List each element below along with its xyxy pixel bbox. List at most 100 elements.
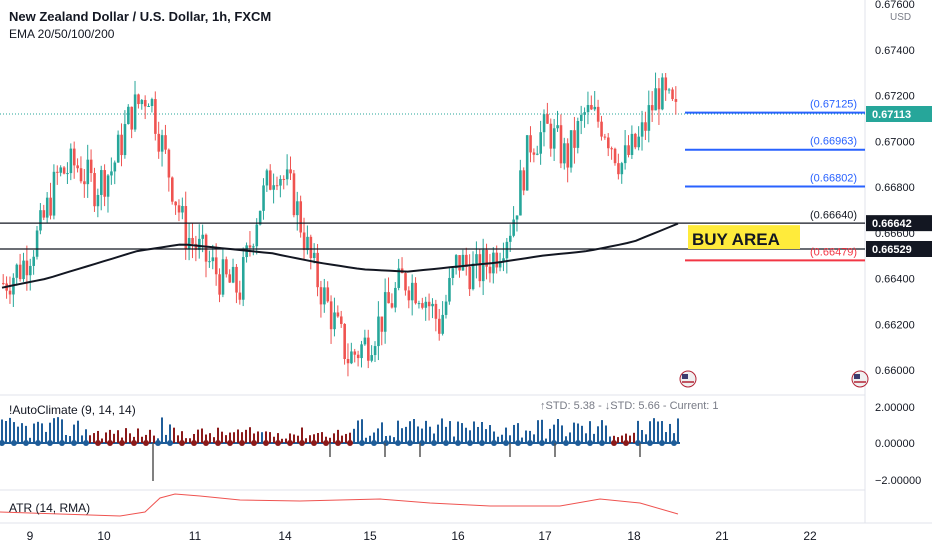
price-tick-label: 0.66800	[875, 182, 915, 194]
candle-body	[306, 236, 309, 251]
candle-body	[546, 114, 549, 124]
candle-body	[143, 100, 147, 107]
autoclimate-dot	[179, 440, 185, 446]
autoclimate-dot	[407, 440, 413, 446]
price-tick-label: 0.66000	[875, 365, 915, 377]
flag-icons	[679, 370, 869, 388]
autoclimate-dot	[395, 440, 401, 446]
autoclimate-dot	[335, 440, 341, 446]
candle-body	[22, 260, 25, 280]
candle-body	[431, 303, 434, 307]
candle-body	[52, 171, 56, 216]
autoclimate-dot	[431, 440, 437, 446]
candle-body	[593, 106, 597, 110]
candle-body	[657, 88, 661, 110]
candle-body	[424, 301, 428, 308]
candle-body	[353, 351, 357, 355]
candle-body	[130, 106, 134, 130]
candle-body	[262, 185, 265, 211]
autoclimate-dot	[191, 440, 197, 446]
candle-body	[56, 171, 59, 173]
candle-body	[238, 292, 242, 300]
candle-body	[363, 337, 367, 345]
candle-body	[289, 169, 292, 174]
candle-body	[607, 137, 610, 149]
autoclimate-dot	[539, 440, 545, 446]
candle-body	[86, 159, 90, 185]
candle-body	[140, 100, 144, 105]
candle-body	[603, 136, 607, 138]
candle-body	[532, 152, 536, 155]
us-flag-icon-canton	[682, 374, 688, 379]
autoclimate-dot	[503, 440, 509, 446]
candle-body	[505, 241, 509, 259]
candle-body	[76, 165, 79, 169]
autoclimate-dot	[275, 440, 281, 446]
candle-body	[296, 201, 299, 216]
atr-line	[0, 493, 679, 517]
candle-body	[444, 301, 448, 315]
candle-body	[39, 210, 42, 231]
candle-body	[613, 148, 617, 164]
candle-body	[586, 105, 590, 113]
price-tick-label: 0.67000	[875, 136, 915, 148]
candle-body	[634, 133, 637, 148]
candle-body	[515, 215, 519, 220]
autoclimate-dot	[251, 440, 257, 446]
autoclimate-dot	[143, 440, 149, 446]
candle-body	[383, 292, 387, 332]
candle-body	[194, 243, 198, 250]
price-tick-label: 0.67200	[875, 91, 915, 103]
candle-body	[147, 106, 150, 108]
candle-body	[211, 257, 215, 262]
candle-body	[231, 266, 235, 283]
candle-body	[569, 130, 573, 168]
candle-body	[671, 89, 674, 100]
candle-body	[644, 122, 647, 131]
autoclimate-dot	[23, 440, 29, 446]
candle-body	[539, 132, 542, 154]
chart-title: New Zealand Dollar / U.S. Dollar, 1h, FX…	[9, 9, 272, 24]
candle-body	[579, 114, 583, 122]
candle-body	[25, 260, 29, 276]
candle-body	[191, 237, 194, 244]
candle-body	[448, 277, 451, 302]
candle-body	[302, 232, 306, 251]
candle-body	[235, 266, 238, 293]
candle-body	[174, 201, 177, 206]
candle-body	[549, 123, 553, 149]
candle-body	[485, 249, 488, 267]
candle-body	[208, 261, 211, 263]
level-badge-bg	[866, 240, 932, 257]
candle-body	[225, 259, 228, 275]
candle-body	[661, 77, 664, 110]
autoclimate-tick-label: 2.00000	[875, 402, 915, 414]
candle-body	[596, 106, 600, 122]
candle-body	[654, 88, 657, 111]
time-label: 11	[189, 529, 202, 543]
candlestick-series	[2, 72, 678, 377]
candle-body	[323, 287, 326, 305]
price-tick-label: 0.66200	[875, 319, 915, 331]
candle-body	[110, 171, 113, 176]
autoclimate-dot	[347, 440, 353, 446]
candle-body	[8, 290, 12, 295]
candle-body	[370, 355, 373, 361]
candle-body	[248, 245, 252, 248]
candle-body	[319, 287, 323, 305]
autoclimate-dot	[71, 440, 77, 446]
autoclimate-dot	[467, 440, 473, 446]
autoclimate-dot	[383, 440, 389, 446]
candle-body	[127, 106, 130, 125]
autoclimate-dot	[227, 440, 233, 446]
candle-body	[32, 256, 35, 266]
candle-body	[116, 134, 120, 163]
candle-body	[475, 254, 478, 264]
autoclimate-dot	[239, 440, 245, 446]
level-label: (0.67125)	[810, 99, 857, 111]
candle-body	[343, 323, 346, 359]
candle-body	[458, 255, 461, 271]
candle-body	[83, 181, 86, 185]
candle-body	[552, 128, 556, 149]
